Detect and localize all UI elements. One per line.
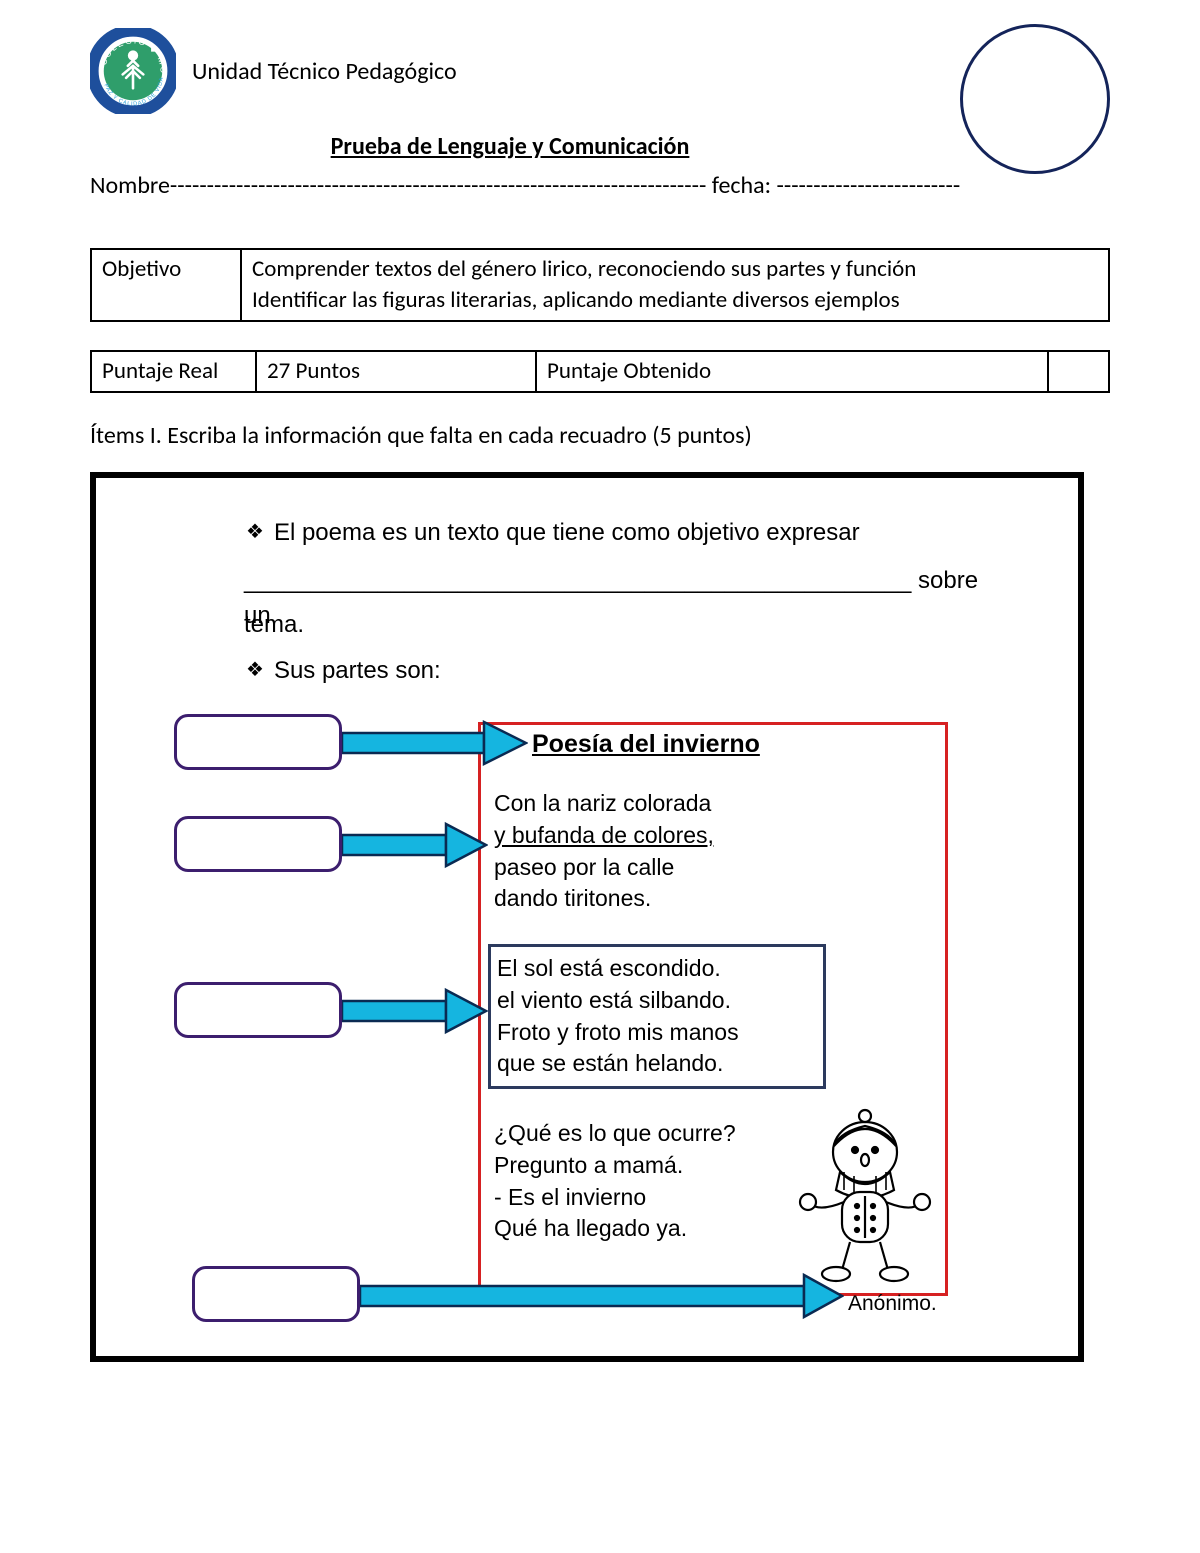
bullet-icon: ❖ <box>246 654 264 686</box>
puntaje-real-value: 27 Puntos <box>256 351 536 392</box>
objective-table: Objetivo Comprender textos del género li… <box>90 248 1110 322</box>
poem-def-line3: tema. <box>244 608 304 643</box>
objective-line1: Comprender textos del género lirico, rec… <box>252 255 916 283</box>
table-row: Objetivo Comprender textos del género li… <box>91 249 1109 321</box>
verse: Qué ha llegado ya. <box>494 1215 687 1241</box>
puntaje-table: Puntaje Real 27 Puntos Puntaje Obtenido <box>90 350 1110 393</box>
parts-heading: Sus partes son: <box>274 654 441 689</box>
fill-blank[interactable]: ________________________________________… <box>244 567 911 594</box>
stanza-2-boxed: El sol está escondido. el viento está si… <box>488 944 826 1089</box>
arrow-icon <box>342 986 488 1036</box>
page: COLEGIO ◆ MOUNIER PAZ Y CALIDAD DE VIDA … <box>0 0 1200 1553</box>
puntaje-obtenido-value[interactable] <box>1048 351 1109 392</box>
verse: y bufanda de colores, <box>494 822 714 848</box>
verse: - Es el invierno <box>494 1184 646 1210</box>
stanza-3: ¿Qué es lo que ocurre? Pregunto a mamá. … <box>494 1118 736 1245</box>
poem-def-line1: El poema es un texto que tiene como obje… <box>274 516 860 551</box>
arrow-icon <box>342 820 488 870</box>
objective-label: Objetivo <box>91 249 241 321</box>
worksheet-diagram: ❖ El poema es un texto que tiene como ob… <box>90 472 1084 1362</box>
verse: Pregunto a mamá. <box>494 1152 683 1178</box>
verse: paseo por la calle <box>494 854 674 880</box>
label-box-4[interactable] <box>192 1266 360 1322</box>
poem-title: Poesía del invierno <box>532 730 760 759</box>
verse: ¿Qué es lo que ocurre? <box>494 1120 736 1146</box>
verse: Con la nariz colorada <box>494 790 711 816</box>
verse: que se están helando. <box>497 1050 723 1076</box>
parts-heading-row: ❖ Sus partes son: <box>246 654 441 689</box>
label-box-3[interactable] <box>174 982 342 1038</box>
puntaje-real-label: Puntaje Real <box>91 351 256 392</box>
puntaje-obtenido-label: Puntaje Obtenido <box>536 351 1048 392</box>
arrow-icon <box>360 1272 844 1320</box>
objective-line2: Identificar las figuras literarias, apli… <box>252 286 900 314</box>
items-heading: Ítems I. Escriba la información que falt… <box>90 421 1110 450</box>
header: COLEGIO ◆ MOUNIER PAZ Y CALIDAD DE VIDA … <box>90 28 1110 114</box>
winter-child-illustration <box>790 1106 940 1286</box>
objective-text: Comprender textos del género lirico, rec… <box>241 249 1109 321</box>
verse: dando tiritones. <box>494 885 651 911</box>
verse: Froto y froto mis manos <box>497 1019 739 1045</box>
arrow-icon <box>342 718 528 768</box>
bullet-icon: ❖ <box>246 516 264 548</box>
verse: El sol está escondido. <box>497 955 721 981</box>
poem-author: Anónimo. <box>848 1292 937 1316</box>
label-box-2[interactable] <box>174 816 342 872</box>
school-logo: COLEGIO ◆ MOUNIER PAZ Y CALIDAD DE VIDA <box>90 28 176 114</box>
unit-title: Unidad Técnico Pedagógico <box>192 57 457 86</box>
verse: el viento está silbando. <box>497 987 731 1013</box>
poem-def-blank-row: ________________________________________… <box>244 564 984 634</box>
stanza-1: Con la nariz colorada y bufanda de color… <box>494 788 714 915</box>
test-title: Prueba de Lenguaje y Comunicación <box>90 132 1110 161</box>
label-box-1[interactable] <box>174 714 342 770</box>
table-row: Puntaje Real 27 Puntos Puntaje Obtenido <box>91 351 1109 392</box>
name-date-line[interactable]: Nombre----------------------------------… <box>90 171 1110 200</box>
poem-definition: ❖ El poema es un texto que tiene como ob… <box>246 516 966 551</box>
